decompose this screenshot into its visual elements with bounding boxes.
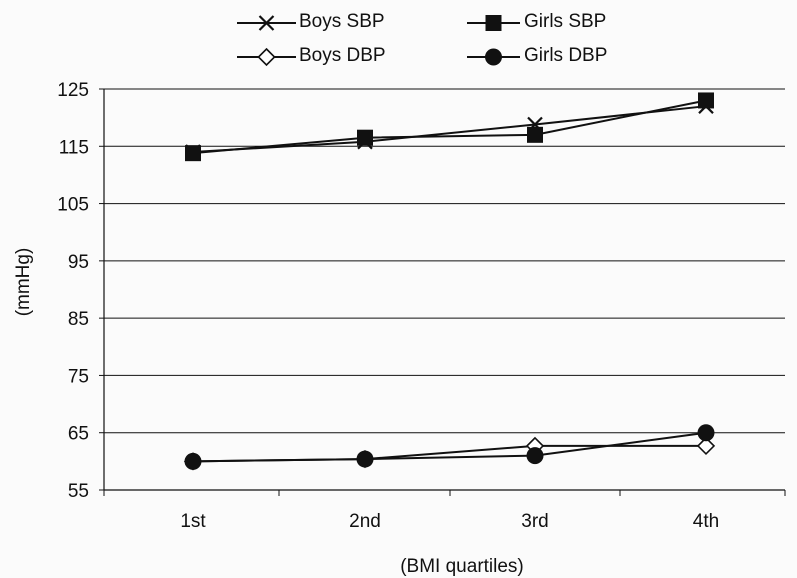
series-line xyxy=(192,444,706,463)
series-line xyxy=(192,99,707,155)
series-girls-sbp xyxy=(185,92,714,162)
y-tick-label: 105 xyxy=(57,195,89,216)
series-line xyxy=(192,105,707,154)
data-point-marker xyxy=(357,129,373,146)
data-point-marker xyxy=(356,450,374,468)
data-point-marker xyxy=(258,15,275,31)
legend-item: Girls DBP xyxy=(467,45,607,66)
legend-label: Girls SBP xyxy=(524,11,606,32)
x-tick-label: 2nd xyxy=(349,511,381,532)
x-axis-title: (BMI quartiles) xyxy=(400,556,524,577)
legend-item: Boys DBP xyxy=(237,45,386,67)
gridlines xyxy=(104,88,785,434)
data-point-marker xyxy=(485,48,502,66)
legend-label: Girls DBP xyxy=(524,45,607,66)
data-point-marker xyxy=(185,145,201,162)
y-axis-title: (mmHg) xyxy=(13,248,34,317)
x-tick-label: 4th xyxy=(693,511,719,532)
series-lines xyxy=(183,92,716,471)
series-girls-dbp xyxy=(184,424,715,470)
x-tick-label: 1st xyxy=(180,511,206,532)
legend-item: Boys SBP xyxy=(237,11,385,32)
y-tick-label: 55 xyxy=(68,481,89,502)
data-point-marker xyxy=(527,126,543,143)
y-tick-label: 115 xyxy=(59,137,89,158)
legend-label: Boys DBP xyxy=(299,45,386,66)
legend: Boys SBP Girls SBP Boys DBP Girls DBP xyxy=(237,11,607,67)
legend-label: Boys SBP xyxy=(299,11,385,32)
y-tick-label: 95 xyxy=(68,252,89,273)
axes: 125 115 105 95 85 75 65 55 1st 2nd 3rd 4th xyxy=(57,80,786,532)
y-tick-label: 75 xyxy=(68,366,89,387)
data-point-marker xyxy=(526,447,544,465)
series-line xyxy=(192,431,707,463)
data-point-marker xyxy=(485,15,502,31)
y-tick-label: 85 xyxy=(68,309,89,330)
series-boys-sbp xyxy=(185,98,714,160)
x-tick-label: 3rd xyxy=(521,511,548,532)
data-point-marker xyxy=(698,92,714,109)
y-tick-label: 65 xyxy=(68,424,89,445)
data-point-marker xyxy=(184,452,202,470)
y-tick-label: 125 xyxy=(57,80,89,101)
data-point-marker xyxy=(696,436,716,456)
data-point-marker xyxy=(697,424,715,442)
data-point-marker xyxy=(257,47,276,67)
legend-item: Girls SBP xyxy=(467,11,606,32)
